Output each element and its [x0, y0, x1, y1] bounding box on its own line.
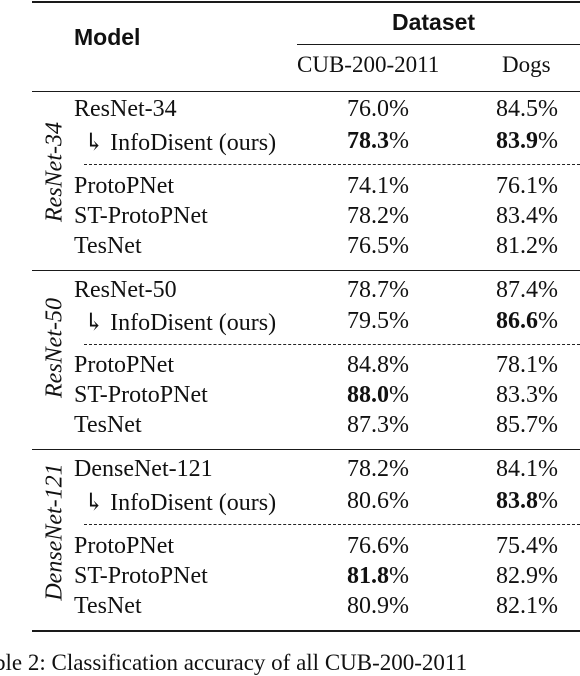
table-row-model: TesNet	[74, 593, 142, 619]
table-row-model: ST-ProtoPNet	[74, 563, 208, 589]
cub-column-header: CUB-200-2011	[297, 52, 440, 77]
best-value: 81.8	[347, 563, 389, 589]
table-cell-cub: 74.1%	[347, 173, 409, 199]
top-rule	[32, 1, 580, 3]
table-caption: ble 2: Classification accuracy of all CU…	[0, 650, 468, 675]
percent-sign: %	[538, 308, 558, 334]
percent-sign: %	[389, 128, 409, 154]
table-row-model: ProtoPNet	[74, 352, 175, 378]
dogs-column-header: Dogs	[502, 52, 551, 77]
dashed-separator	[84, 344, 580, 345]
best-value: 86.6	[496, 308, 538, 334]
dataset-underline	[297, 44, 580, 45]
table-cell-dogs: 76.1%	[496, 173, 558, 199]
table-cell-cub: 79.5%	[347, 308, 409, 334]
table-row-model: ST-ProtoPNet	[74, 382, 208, 408]
table-cell-cub: 81.8%	[347, 563, 409, 590]
table-cell-dogs: 82.1%	[496, 593, 558, 619]
table-cell-cub: 76.5%	[347, 233, 409, 259]
table-cell-cub: 76.0%	[347, 96, 409, 122]
group-label-resnet34: ResNet-34	[41, 122, 68, 222]
table-cell-cub: 78.2%	[347, 456, 409, 482]
table-cell-dogs: 85.7%	[496, 412, 558, 438]
table-cell-dogs: 82.9%	[496, 563, 558, 589]
group-separator	[32, 449, 580, 450]
table-cell-cub: 78.7%	[347, 277, 409, 303]
table-cell-cub: 78.3%	[347, 128, 409, 155]
best-value: 83.9	[496, 128, 538, 154]
table-row-model: ProtoPNet	[74, 173, 175, 199]
best-value: 78.3	[347, 128, 389, 154]
percent-sign: %	[389, 563, 409, 589]
group-label-resnet50: ResNet-50	[41, 298, 68, 398]
table-cell-dogs: 83.8%	[496, 488, 558, 515]
table-row-model: TesNet	[74, 412, 142, 438]
table-cell-dogs: 78.1%	[496, 352, 558, 378]
table-cell-cub: 84.8%	[347, 352, 409, 378]
table-row-model: DenseNet-121	[74, 456, 213, 482]
table-cell-dogs: 87.4%	[496, 277, 558, 303]
table-cell-dogs: 83.9%	[496, 128, 558, 155]
group-label-densenet121: DenseNet-121	[41, 463, 68, 601]
table-row-model: TesNet	[74, 233, 142, 259]
table-cell-dogs: 75.4%	[496, 533, 558, 559]
table-row-model: ↳ InfoDisent (ours)	[84, 310, 277, 336]
model-column-header: Model	[74, 24, 141, 50]
percent-sign: %	[389, 382, 409, 408]
table-cell-cub: 80.9%	[347, 593, 409, 619]
dataset-column-header: Dataset	[392, 9, 476, 35]
table-row-model: ProtoPNet	[74, 533, 175, 559]
table-cell-dogs: 83.4%	[496, 203, 558, 229]
table-row-model: ↳ InfoDisent (ours)	[84, 490, 277, 516]
percent-sign: %	[538, 488, 558, 514]
dashed-separator	[84, 164, 580, 165]
table-cell-dogs: 84.5%	[496, 96, 558, 122]
table-cell-dogs: 81.2%	[496, 233, 558, 259]
table-cell-cub: 88.0%	[347, 382, 409, 409]
table-row-model: ST-ProtoPNet	[74, 203, 208, 229]
table-row-model: ResNet-34	[74, 96, 177, 122]
table-row-model: ResNet-50	[74, 277, 177, 303]
group-separator	[32, 270, 580, 271]
best-value: 83.8	[496, 488, 538, 514]
table-cell-cub: 87.3%	[347, 412, 409, 438]
table-cell-dogs: 86.6%	[496, 308, 558, 335]
best-value: 88.0	[347, 382, 389, 408]
percent-sign: %	[538, 128, 558, 154]
table-cell-cub: 78.2%	[347, 203, 409, 229]
bottom-rule	[32, 630, 580, 632]
dashed-separator	[84, 524, 580, 525]
table-cell-cub: 76.6%	[347, 533, 409, 559]
table-cell-cub: 80.6%	[347, 488, 409, 514]
table-row-model: ↳ InfoDisent (ours)	[84, 130, 277, 156]
table-cell-dogs: 83.3%	[496, 382, 558, 408]
table-cell-dogs: 84.1%	[496, 456, 558, 482]
header-bottom-rule	[32, 91, 580, 92]
